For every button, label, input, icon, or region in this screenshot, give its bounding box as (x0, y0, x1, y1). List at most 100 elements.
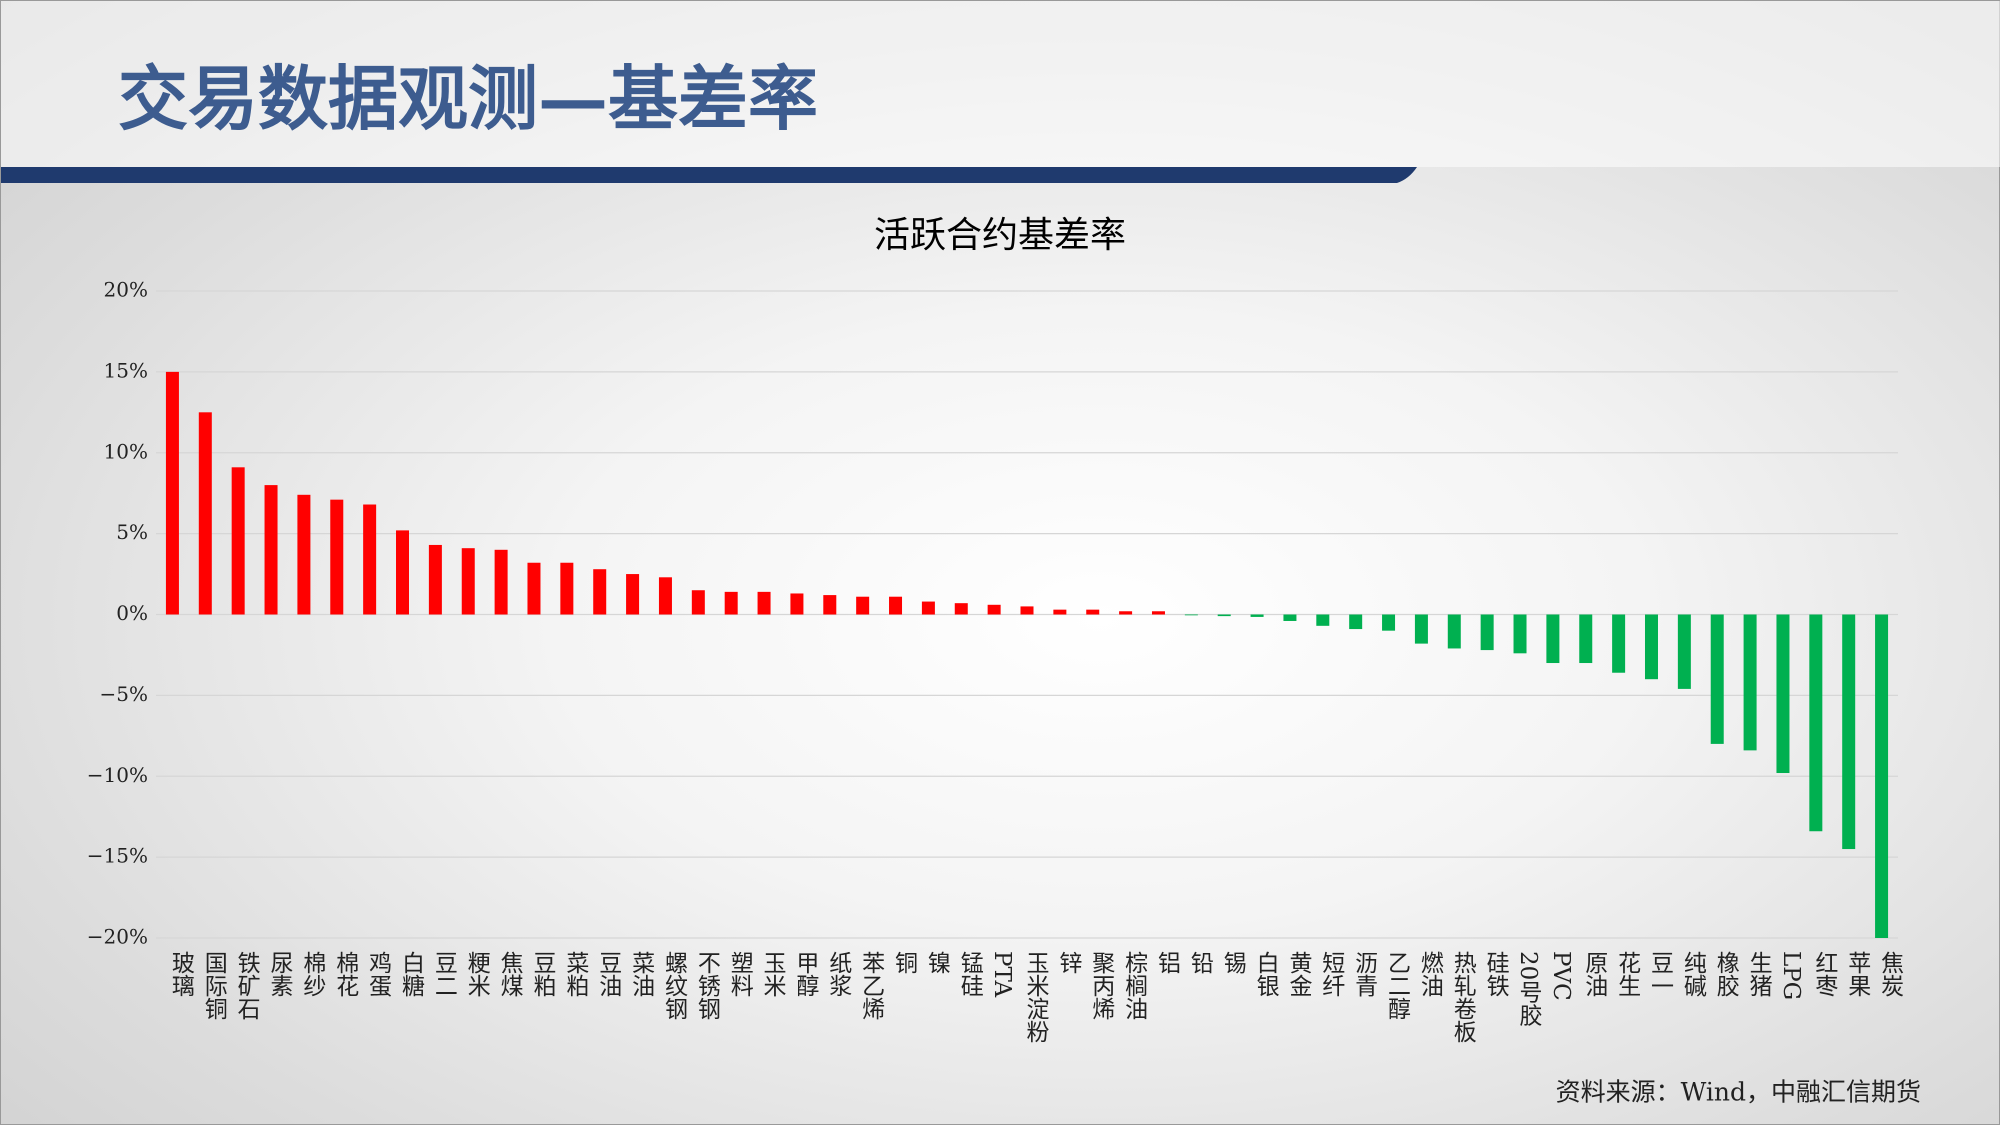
bar (1020, 606, 1034, 615)
bar (527, 562, 541, 615)
x-tick-label: 不锈钢 (693, 951, 721, 1020)
bar (626, 574, 640, 615)
y-tick-label: −20% (87, 925, 148, 949)
bar (1184, 614, 1198, 616)
x-tick-label: 焦炭 (1877, 951, 1905, 997)
bar (1053, 609, 1067, 615)
bar (231, 467, 245, 615)
bar (1677, 614, 1691, 689)
source-note: 资料来源：Wind，中融汇信期货 (1556, 1078, 1921, 1107)
bar (198, 412, 212, 615)
bar (954, 603, 968, 615)
x-tick-label: 白银 (1252, 951, 1280, 997)
slide-title: 交易数据观测—基差率 (118, 57, 818, 140)
bar (1283, 614, 1297, 621)
x-tick-label: 豆粕 (529, 951, 557, 997)
x-tick-label: 棉花 (332, 951, 360, 997)
x-tick-label: 豆油 (595, 951, 623, 997)
x-tick-label: 20号胶 (1515, 951, 1543, 1027)
x-tick-label: 苹果 (1844, 951, 1872, 997)
bar (1513, 614, 1527, 654)
bar (1809, 614, 1823, 832)
x-tick-label: 橡胶 (1712, 951, 1740, 997)
bar (1480, 614, 1494, 651)
x-tick-label: 螺纹钢 (660, 951, 688, 1020)
bar (428, 544, 442, 615)
x-tick-label: 菜油 (628, 951, 656, 997)
bar (363, 504, 377, 615)
x-tick-label: 焦煤 (496, 951, 524, 997)
x-tick-label: 尿素 (266, 951, 294, 997)
x-tick-label: 沥青 (1351, 951, 1379, 997)
x-tick-label: 原油 (1581, 951, 1609, 997)
bar (1151, 611, 1165, 615)
y-tick-label: 15% (104, 358, 148, 382)
x-tick-label: 热轧卷板 (1449, 951, 1477, 1043)
bar (889, 596, 903, 615)
x-tick-label: 塑料 (726, 951, 754, 997)
x-tick-label: 白糖 (398, 951, 426, 997)
bar (1086, 609, 1100, 615)
x-tick-label: 菜粕 (562, 951, 590, 997)
x-tick-label: 短纤 (1318, 951, 1346, 997)
x-tick-label: 国际铜 (200, 951, 228, 1020)
bar (593, 569, 607, 615)
x-tick-label: 铝 (1153, 951, 1181, 974)
bar (1842, 614, 1856, 850)
plot-area: −20% −15% −10% −5% 0% 5% 10% 15% 20% 玻璃 国际铜 铁矿石 尿素 棉纱… (87, 278, 1904, 1044)
x-tick-label: PTA (989, 951, 1015, 998)
bar (494, 549, 508, 615)
x-tick-label: 花生 (1614, 951, 1641, 997)
bar (264, 485, 278, 615)
y-tick-label: −15% (87, 844, 148, 868)
x-tick-label: 红枣 (1811, 951, 1839, 997)
bar (1316, 614, 1330, 626)
x-tick-label: 铜 (891, 951, 919, 974)
bar (921, 601, 935, 615)
y-tick-label: 10% (104, 439, 148, 463)
x-tick-label: LPG (1778, 951, 1804, 1000)
header-rule (1, 167, 1417, 183)
bar (1776, 614, 1790, 774)
bar (1579, 614, 1593, 664)
bar (330, 499, 344, 615)
bar (658, 577, 672, 615)
bar (987, 604, 1001, 615)
bar (560, 562, 574, 615)
x-tick-label: 玉米 (759, 951, 787, 997)
x-tick-label: 锌 (1055, 951, 1083, 974)
bar (1546, 614, 1560, 664)
x-tick-label: 苯乙烯 (858, 951, 886, 1020)
x-tick-label: 硅铁 (1482, 951, 1510, 997)
bar (790, 593, 804, 615)
x-tick-label: 玻璃 (167, 951, 195, 997)
bar (823, 595, 837, 615)
bar (1119, 611, 1133, 615)
x-tick-label: 聚丙烯 (1088, 951, 1116, 1020)
x-tick-label: 锡 (1219, 951, 1247, 974)
bar (461, 548, 475, 615)
bar (724, 591, 738, 615)
x-tick-label: 铁矿石 (233, 951, 260, 1020)
bar (1612, 614, 1626, 673)
y-tick-label: −5% (100, 682, 149, 706)
bar (1644, 614, 1658, 680)
x-tick-label: 镍 (923, 951, 951, 974)
y-tick-label: 5% (116, 520, 148, 544)
bar (297, 494, 311, 615)
y-tick-label: 0% (116, 601, 148, 625)
x-tick-label: 豆二 (430, 951, 457, 997)
x-tick-label: 豆一 (1646, 951, 1673, 997)
x-tick-label: 甲醇 (792, 951, 819, 997)
x-tick-label: 黄金 (1285, 951, 1313, 997)
x-tick-label: 纸浆 (825, 951, 853, 997)
x-tick-label: 玉米淀粉 (1022, 951, 1050, 1043)
bar (1349, 614, 1363, 630)
x-tick-label: 鸡蛋 (365, 951, 393, 997)
bar (1447, 614, 1461, 649)
bar (1382, 614, 1396, 631)
bar (757, 591, 771, 615)
bar (691, 590, 705, 615)
